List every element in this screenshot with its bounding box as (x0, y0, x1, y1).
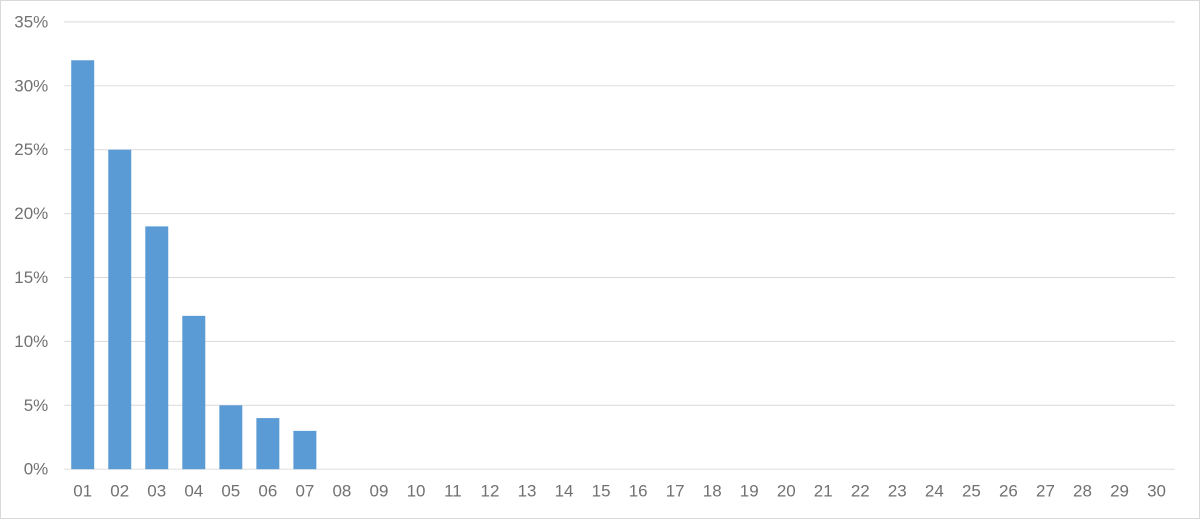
svg-text:15: 15 (592, 482, 611, 501)
svg-text:10%: 10% (14, 332, 48, 351)
svg-text:23: 23 (888, 482, 907, 501)
svg-text:5%: 5% (24, 396, 49, 415)
svg-text:12: 12 (481, 482, 500, 501)
svg-text:24: 24 (925, 482, 944, 501)
svg-text:20%: 20% (14, 204, 48, 223)
svg-text:01: 01 (73, 482, 92, 501)
svg-text:09: 09 (370, 482, 389, 501)
svg-text:28: 28 (1073, 482, 1092, 501)
svg-text:08: 08 (332, 482, 351, 501)
svg-text:26: 26 (999, 482, 1018, 501)
svg-text:06: 06 (258, 482, 277, 501)
svg-text:25: 25 (962, 482, 981, 501)
svg-text:27: 27 (1036, 482, 1055, 501)
svg-text:02: 02 (110, 482, 129, 501)
svg-text:05: 05 (221, 482, 240, 501)
svg-text:13: 13 (518, 482, 537, 501)
svg-text:29: 29 (1110, 482, 1129, 501)
svg-text:30%: 30% (14, 76, 48, 95)
svg-text:21: 21 (814, 482, 833, 501)
svg-text:25%: 25% (14, 140, 48, 159)
svg-text:16: 16 (629, 482, 648, 501)
svg-text:0%: 0% (24, 460, 49, 479)
svg-text:03: 03 (147, 482, 166, 501)
svg-text:14: 14 (555, 482, 574, 501)
svg-text:17: 17 (666, 482, 685, 501)
svg-text:19: 19 (740, 482, 759, 501)
svg-text:30: 30 (1147, 482, 1166, 501)
svg-text:35%: 35% (14, 12, 48, 31)
svg-text:10: 10 (407, 482, 426, 501)
svg-text:18: 18 (703, 482, 722, 501)
svg-text:11: 11 (444, 482, 462, 501)
svg-text:07: 07 (295, 482, 314, 501)
svg-text:20: 20 (777, 482, 796, 501)
svg-text:04: 04 (184, 482, 203, 501)
svg-text:22: 22 (851, 482, 870, 501)
svg-text:15%: 15% (14, 268, 48, 287)
